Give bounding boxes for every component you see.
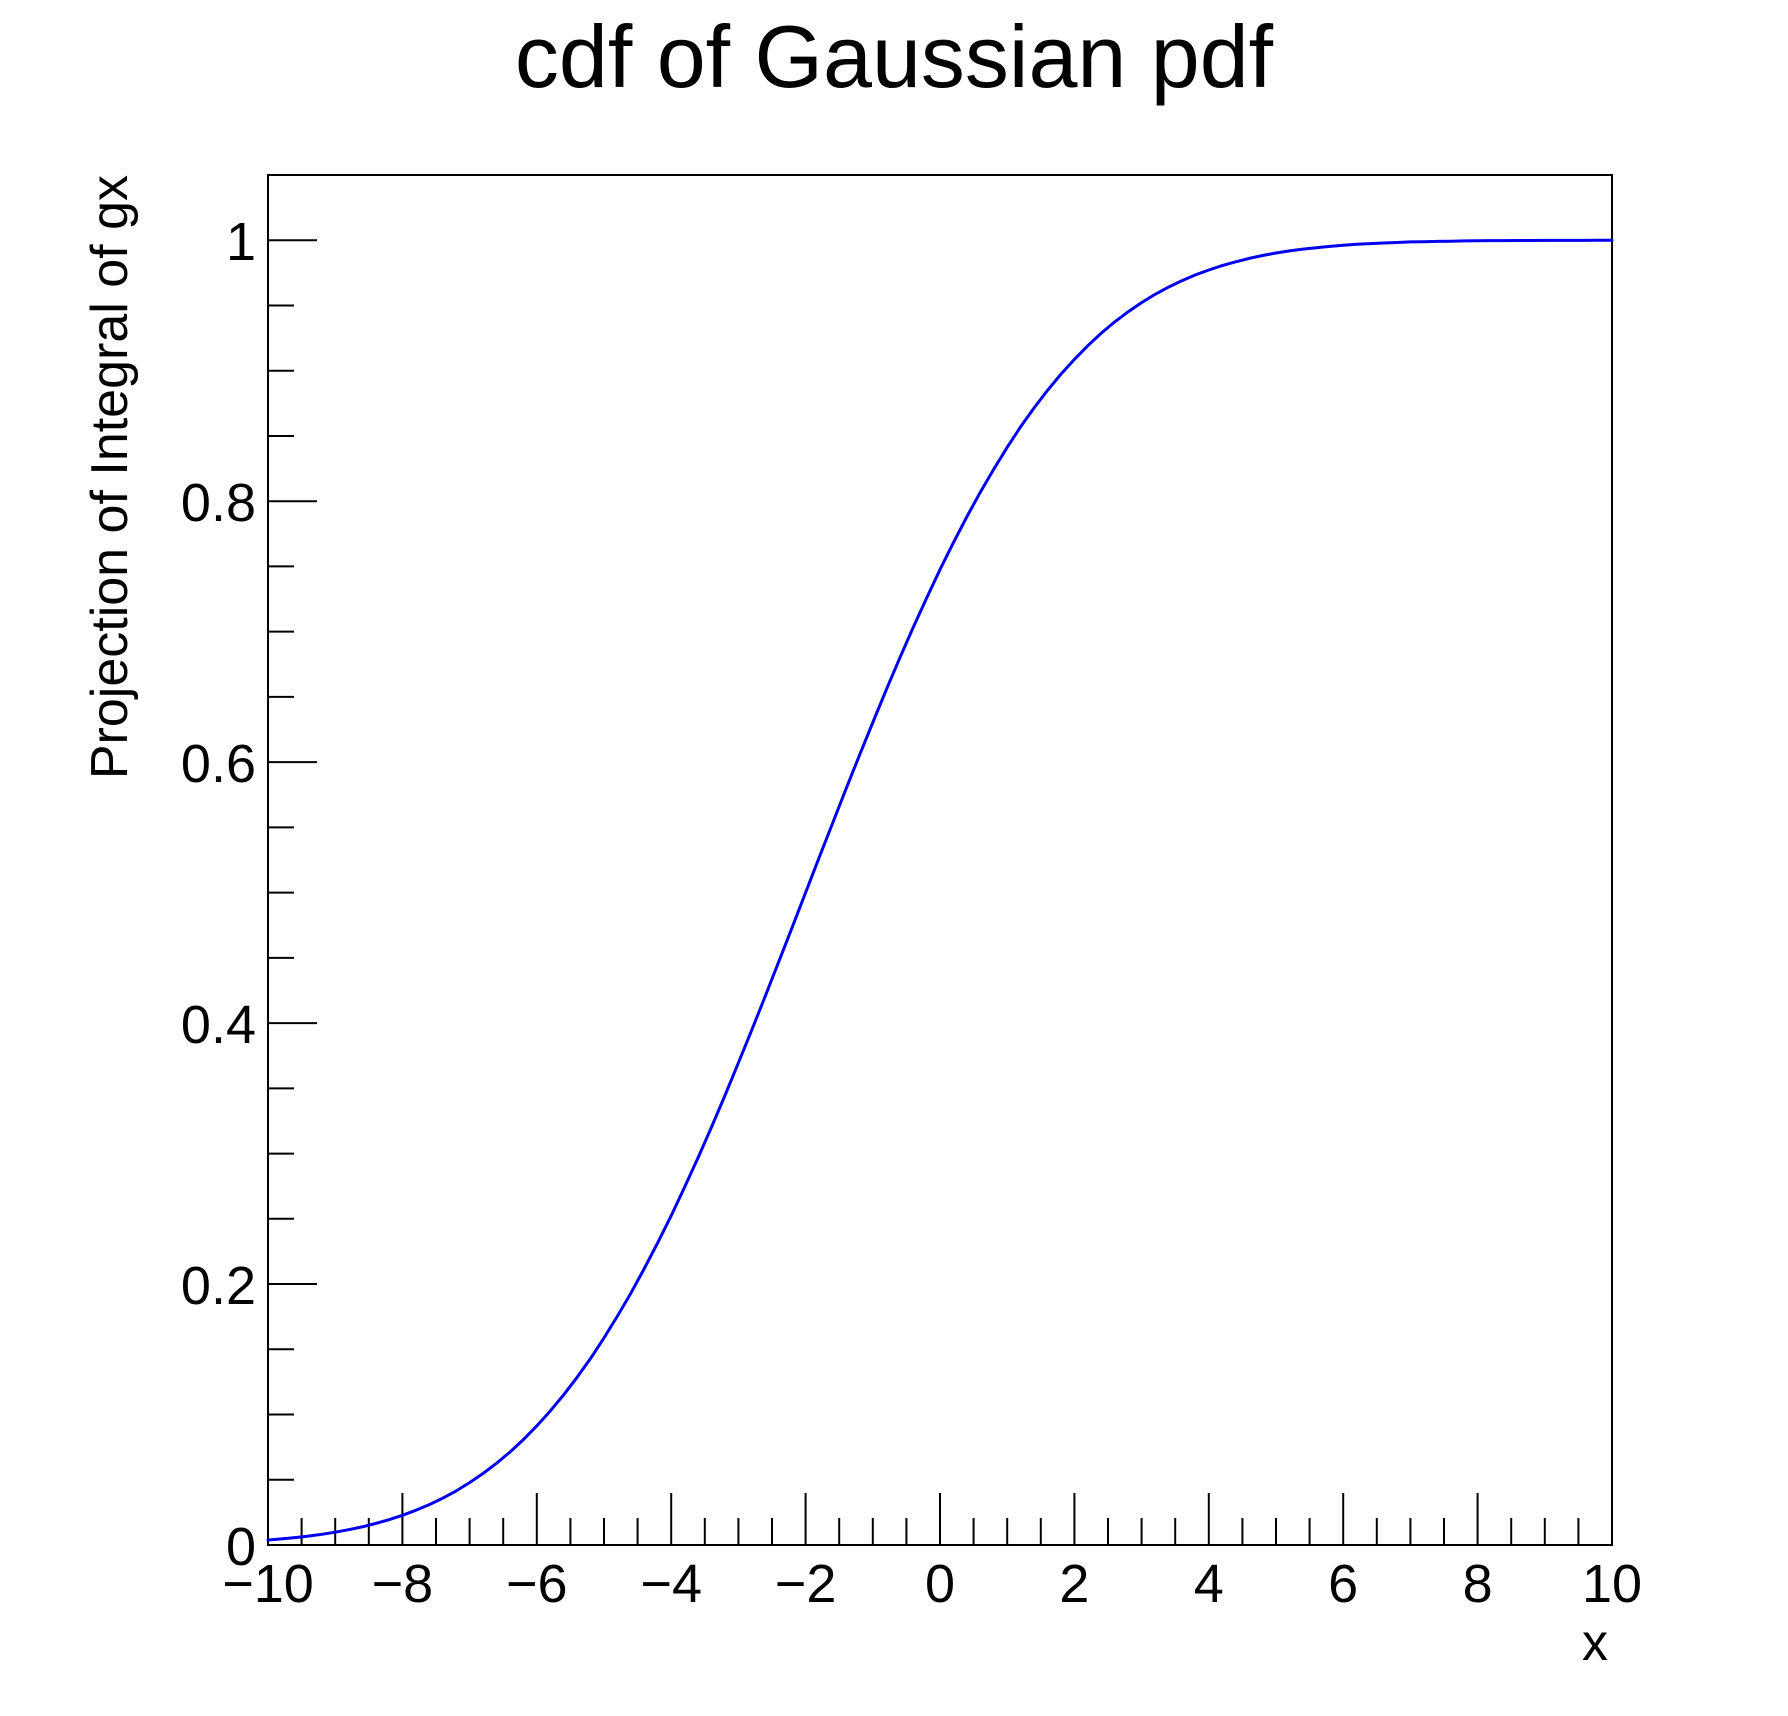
y-tick-label: 0 [226,1517,256,1577]
x-axis-title: x [1582,1614,1608,1672]
x-tick-label: −4 [640,1554,702,1614]
plot-frame [267,174,1613,1546]
x-tick-label: 0 [925,1554,955,1614]
y-tick-label: 0.2 [181,1256,256,1316]
x-tick-label: −10 [222,1554,314,1614]
x-tick-label: 6 [1328,1554,1358,1614]
x-tick-label: 2 [1059,1554,1089,1614]
y-axis-tick-labels: 0 0.2 0.4 0.6 0.8 1 [181,212,256,1577]
y-tick-label: 0.8 [181,473,256,533]
y-tick-label: 0.6 [181,734,256,794]
chart-title: cdf of Gaussian pdf [515,7,1274,106]
y-tick-label: 0.4 [181,995,256,1055]
x-tick-label: −6 [506,1554,568,1614]
x-tick-label: −2 [775,1554,837,1614]
x-axis-ticks [267,1493,1613,1545]
x-tick-label: 10 [1582,1554,1642,1614]
y-axis-title: Projection of Integral of gx [81,175,139,779]
x-tick-label: 8 [1463,1554,1493,1614]
y-tick-label: 1 [226,212,256,272]
x-axis-tick-labels: −10 −8 −6 −4 −2 0 2 4 6 8 10 [222,1554,1642,1614]
x-tick-label: −8 [372,1554,434,1614]
gaussian-cdf-curve [266,238,1614,1542]
y-axis-ticks [268,239,317,1546]
x-tick-label: 4 [1194,1554,1224,1614]
